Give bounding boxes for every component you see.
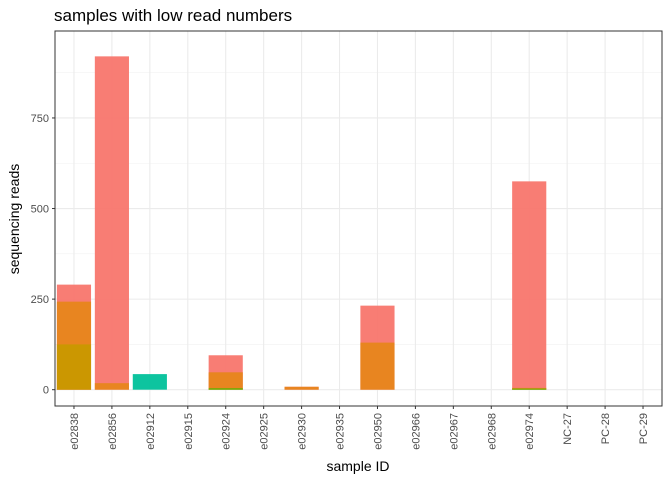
x-tick-label: e02950 <box>372 413 384 450</box>
x-tick-label: e02915 <box>183 413 195 450</box>
bar <box>132 374 167 390</box>
x-tick-label: e02838 <box>69 413 81 450</box>
x-tick-label: e02968 <box>486 413 498 450</box>
bar <box>360 342 395 390</box>
bar <box>512 388 547 390</box>
plot-panel <box>55 31 662 406</box>
y-tick-label: 250 <box>31 294 49 306</box>
x-tick-label: PC-29 <box>638 413 650 444</box>
x-tick-label: e02935 <box>335 413 347 450</box>
bar <box>94 383 129 390</box>
panel-background <box>55 31 662 406</box>
x-axis-title: sample ID <box>326 458 389 474</box>
bar <box>94 56 129 390</box>
x-tick-label: e02856 <box>107 413 119 450</box>
x-tick-label: e02930 <box>297 413 309 450</box>
bar <box>284 386 319 390</box>
y-axis: 0 250 500 750 <box>31 113 55 397</box>
x-tick-label: e02974 <box>524 413 536 450</box>
y-tick-label: 500 <box>31 204 49 216</box>
bar <box>512 181 547 390</box>
panel-border <box>54 30 663 407</box>
x-tick-label: e02912 <box>145 413 157 450</box>
y-tick-label: 0 <box>43 385 49 397</box>
bar <box>208 388 243 390</box>
x-tick-label: e02966 <box>410 413 422 450</box>
x-axis: e02838 e02856 e02912 e02915 e02924 e02925 e029… <box>69 406 650 450</box>
y-axis-title: sequencing reads <box>6 164 22 275</box>
bars <box>56 56 547 390</box>
x-tick-label: e02967 <box>448 413 460 450</box>
x-tick-label: e02925 <box>259 413 271 450</box>
x-tick-label: NC-27 <box>562 413 574 445</box>
chart-title: samples with low read numbers <box>54 6 292 25</box>
bar <box>208 372 243 390</box>
x-tick-label: e02924 <box>221 413 233 450</box>
x-tick-label: PC-28 <box>600 413 612 444</box>
y-tick-label: 750 <box>31 113 49 125</box>
bar <box>56 344 92 390</box>
